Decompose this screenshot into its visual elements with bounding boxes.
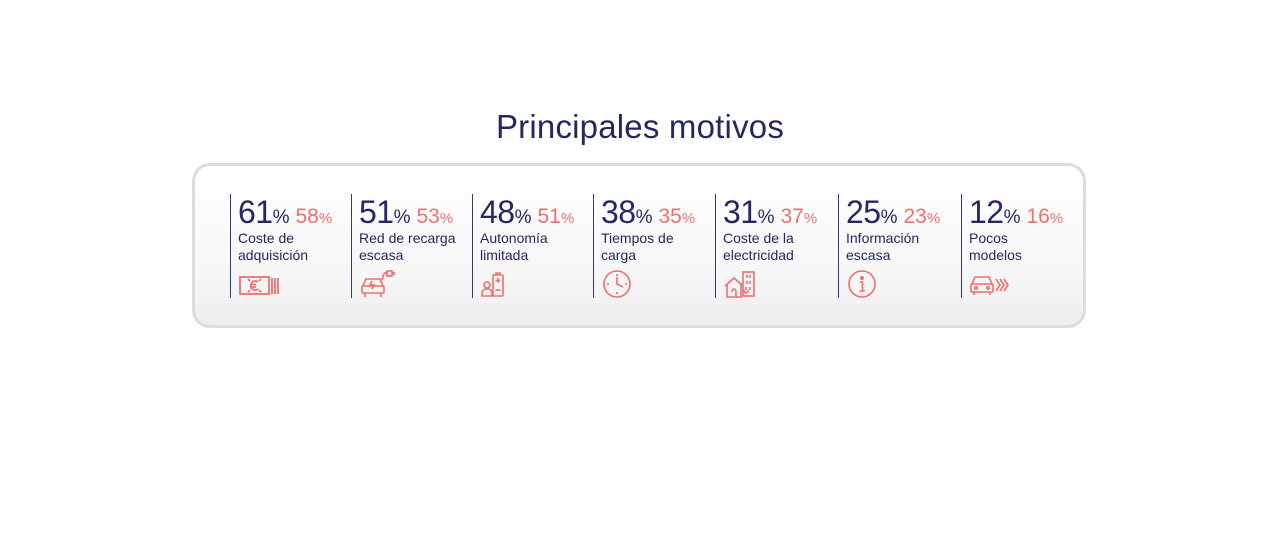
reason-label: Coste de adquisición (238, 230, 309, 263)
primary-unit: % (635, 207, 653, 228)
reason-stats: 38% 35% (601, 194, 695, 230)
primary-value: 48 (480, 194, 515, 230)
car-charging-icon (360, 270, 404, 298)
reason-label: Red de recarga escasa (359, 230, 456, 263)
primary-unit: % (757, 207, 775, 228)
primary-value: 12 (969, 194, 1004, 230)
primary-value: 25 (846, 194, 881, 230)
reason-item-charging-time: 38% 35% Tiempos de carga (593, 194, 695, 298)
secondary-value: 37 (780, 205, 804, 228)
secondary-unit: % (439, 210, 454, 227)
reason-label: Autonomía limitada (480, 230, 548, 263)
primary-unit: % (514, 207, 532, 228)
reason-label: Pocos modelos (969, 230, 1022, 263)
primary-unit: % (1003, 207, 1021, 228)
reason-item-electricity-cost: 31% 37% Coste de la electricidad (715, 194, 823, 298)
primary-unit: % (393, 207, 411, 228)
car-motion-icon (970, 270, 1014, 298)
secondary-unit: % (318, 210, 333, 227)
secondary-value: 23 (903, 205, 927, 228)
primary-value: 38 (601, 194, 636, 230)
info-icon (847, 270, 891, 298)
reason-label: Información escasa (846, 230, 920, 263)
primary-value: 61 (238, 194, 273, 230)
page-title: Principales motivos (495, 108, 785, 145)
reason-item-cost: 61% 58% Coste de adquisición (230, 194, 338, 298)
reason-stats: 48% 51% (480, 194, 580, 230)
primary-value: 51 (359, 194, 394, 230)
reason-label: Tiempos de carga (601, 230, 674, 263)
secondary-value: 16 (1026, 205, 1050, 228)
secondary-unit: % (926, 210, 941, 227)
reason-stats: 51% 53% (359, 194, 474, 230)
reason-stats: 25% 23% (846, 194, 940, 230)
clock-icon (602, 270, 646, 298)
reason-label: Coste de la electricidad (723, 230, 794, 263)
reason-item-autonomy: 48% 51% Autonomía limitada (472, 194, 580, 298)
secondary-value: 51 (537, 205, 561, 228)
primary-value: 31 (723, 194, 758, 230)
money-bill-icon (239, 270, 283, 298)
secondary-value: 53 (416, 205, 440, 228)
secondary-unit: % (1049, 210, 1064, 227)
secondary-unit: % (803, 210, 818, 227)
secondary-unit: % (681, 210, 696, 227)
secondary-value: 58 (295, 205, 319, 228)
reason-stats: 12% 16% (969, 194, 1063, 230)
reasons-card: 61% 58% Coste de adquisición 51% 53% Red d… (192, 163, 1086, 328)
secondary-unit: % (560, 210, 575, 227)
secondary-value: 35 (658, 205, 682, 228)
battery-person-icon (481, 270, 525, 298)
primary-unit: % (272, 207, 290, 228)
reason-item-models: 12% 16% Pocos modelos (961, 194, 1063, 298)
house-plug-icon (724, 270, 768, 298)
primary-unit: % (880, 207, 898, 228)
reason-stats: 31% 37% (723, 194, 823, 230)
reason-item-information: 25% 23% Información escasa (838, 194, 940, 298)
reason-item-charging-network: 51% 53% Red de recarga escasa (351, 194, 474, 298)
reason-stats: 61% 58% (238, 194, 338, 230)
